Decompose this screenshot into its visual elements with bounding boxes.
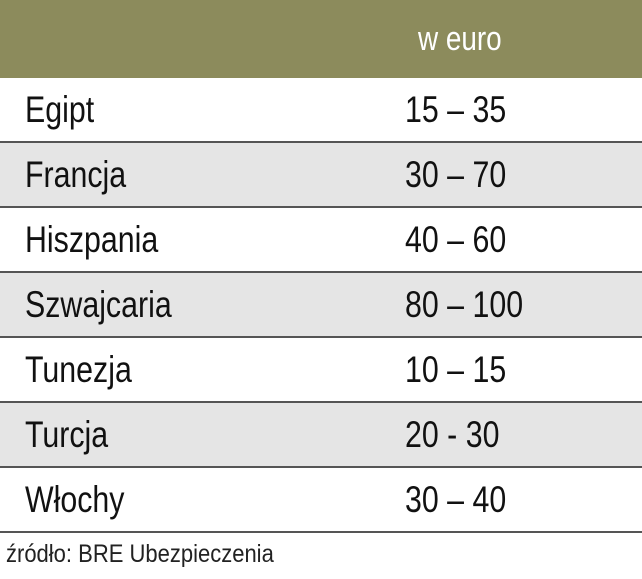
- country: Turcja: [25, 414, 109, 455]
- price-range: 30 – 70: [405, 154, 507, 195]
- table-header: w euro: [0, 0, 642, 78]
- table-row: Szwajcaria 80 – 100: [0, 273, 642, 338]
- country: Egipt: [25, 89, 95, 130]
- country: Tunezja: [25, 349, 132, 390]
- table-row: Egipt 15 – 35: [0, 78, 642, 143]
- table-row: Włochy 30 – 40: [0, 468, 642, 533]
- source-note: źródło: BRE Ubezpieczenia: [6, 540, 274, 568]
- price-range: 10 – 15: [405, 349, 507, 390]
- price-range: 15 – 35: [405, 89, 507, 130]
- table-row: Turcja 20 - 30: [0, 403, 642, 468]
- table-row: Tunezja 10 – 15: [0, 338, 642, 403]
- price-range: 40 – 60: [405, 219, 507, 260]
- country: Hiszpania: [25, 219, 159, 260]
- table-row: Hiszpania 40 – 60: [0, 208, 642, 273]
- table-row: Francja 30 – 70: [0, 143, 642, 208]
- price-range: 30 – 40: [405, 479, 507, 520]
- country: Francja: [25, 154, 127, 195]
- price-range: 80 – 100: [405, 284, 524, 325]
- country: Włochy: [25, 479, 125, 520]
- country: Szwajcaria: [25, 284, 172, 325]
- column-header: w euro: [418, 20, 502, 58]
- price-range: 20 - 30: [405, 414, 500, 455]
